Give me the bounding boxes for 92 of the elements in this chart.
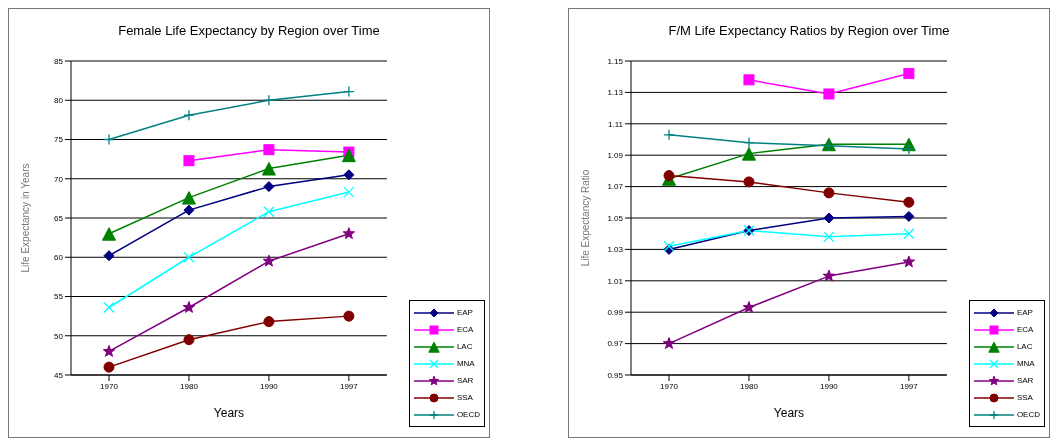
y-axis-title: Life Expectancy in Years xyxy=(19,163,31,273)
y-tick-label: 0.95 xyxy=(607,370,624,380)
point xyxy=(903,143,915,155)
legend-label: ECA xyxy=(1016,325,1034,334)
point xyxy=(662,337,676,349)
point xyxy=(263,206,275,218)
x-tick-label: 1970 xyxy=(660,381,679,391)
point xyxy=(261,162,276,176)
point xyxy=(663,129,675,141)
point xyxy=(263,144,275,156)
y-tick-label: 55 xyxy=(54,292,64,302)
x-axis-title: Years xyxy=(773,406,805,420)
y-tick-label: 1.05 xyxy=(607,213,624,223)
y-tick-label: 0.99 xyxy=(607,308,624,318)
point xyxy=(263,316,275,328)
point xyxy=(103,133,115,146)
x-axis-title: Years xyxy=(213,406,245,420)
y-tick-label: 1.01 xyxy=(607,276,624,286)
point xyxy=(342,227,356,240)
legend-label: SSA xyxy=(1016,393,1033,402)
point xyxy=(343,169,355,181)
point xyxy=(183,334,195,346)
point xyxy=(742,300,756,313)
legend-label: SAR xyxy=(1016,376,1034,385)
legend-label: SAR xyxy=(456,376,474,385)
y-tick-label: 1.09 xyxy=(607,151,624,161)
point xyxy=(903,68,915,80)
x-tick-label: 1997 xyxy=(339,381,359,391)
point xyxy=(343,85,355,98)
point xyxy=(823,187,835,199)
x-tick-label: 1970 xyxy=(100,381,119,391)
point xyxy=(822,269,836,282)
legend-label: OECD xyxy=(456,410,480,419)
y-tick-label: 0.97 xyxy=(607,339,624,349)
point xyxy=(263,181,275,193)
point xyxy=(103,361,115,373)
legend-label: OECD xyxy=(1016,410,1040,419)
y-tick-label: 1.15 xyxy=(607,56,624,66)
point xyxy=(743,136,755,149)
chart-title: F/M Life Expectancy Ratios by Region over Time xyxy=(667,23,951,38)
point xyxy=(102,227,116,241)
y-tick-label: 85 xyxy=(54,56,64,66)
point xyxy=(743,74,755,86)
point xyxy=(823,231,835,243)
y-tick-label: 1.11 xyxy=(608,119,624,129)
point xyxy=(823,88,835,100)
legend-label: EAP xyxy=(1016,308,1033,317)
point xyxy=(183,109,195,121)
y-tick-label: 45 xyxy=(54,370,64,380)
y-tick-label: 1.07 xyxy=(607,182,624,192)
legend-label: EAP xyxy=(456,308,473,317)
point xyxy=(183,155,195,167)
point xyxy=(343,186,355,198)
point xyxy=(341,148,356,163)
point xyxy=(263,94,275,106)
y-axis-title: Life Expectancy Ratio xyxy=(579,169,591,267)
x-tick-label: 1980 xyxy=(180,381,199,391)
chart-title: Female Life Expectancy by Region over Time xyxy=(117,23,381,38)
point xyxy=(182,300,196,313)
x-tick-label: 1990 xyxy=(260,381,279,391)
x-tick-label: 1997 xyxy=(899,381,919,391)
y-tick-label: 65 xyxy=(54,213,64,223)
point xyxy=(903,228,915,240)
y-tick-label: 1.13 xyxy=(607,88,624,98)
point xyxy=(903,210,915,222)
point xyxy=(902,255,916,268)
point xyxy=(823,212,835,224)
y-tick-label: 50 xyxy=(54,331,64,341)
point xyxy=(102,344,116,357)
point xyxy=(183,251,195,263)
x-tick-label: 1980 xyxy=(740,381,759,391)
legend-label: LAC xyxy=(1016,342,1033,351)
point xyxy=(183,204,195,216)
y-tick-label: 75 xyxy=(54,135,64,145)
y-tick-label: 70 xyxy=(54,174,64,184)
x-tick-label: 1990 xyxy=(820,381,839,391)
y-tick-label: 1.03 xyxy=(607,245,624,255)
point xyxy=(741,147,756,161)
point xyxy=(103,301,115,314)
y-tick-label: 80 xyxy=(54,96,64,106)
legend-label: SSA xyxy=(456,393,473,402)
point xyxy=(903,196,915,208)
legend-label: MNA xyxy=(456,359,475,368)
y-tick-label: 60 xyxy=(54,253,64,263)
legend-label: MNA xyxy=(1016,359,1035,368)
legend-label: LAC xyxy=(456,342,473,351)
point xyxy=(663,170,675,182)
point xyxy=(262,254,276,267)
point xyxy=(743,176,755,188)
point xyxy=(103,250,115,262)
point xyxy=(343,310,355,322)
legend-label: ECA xyxy=(456,325,474,334)
